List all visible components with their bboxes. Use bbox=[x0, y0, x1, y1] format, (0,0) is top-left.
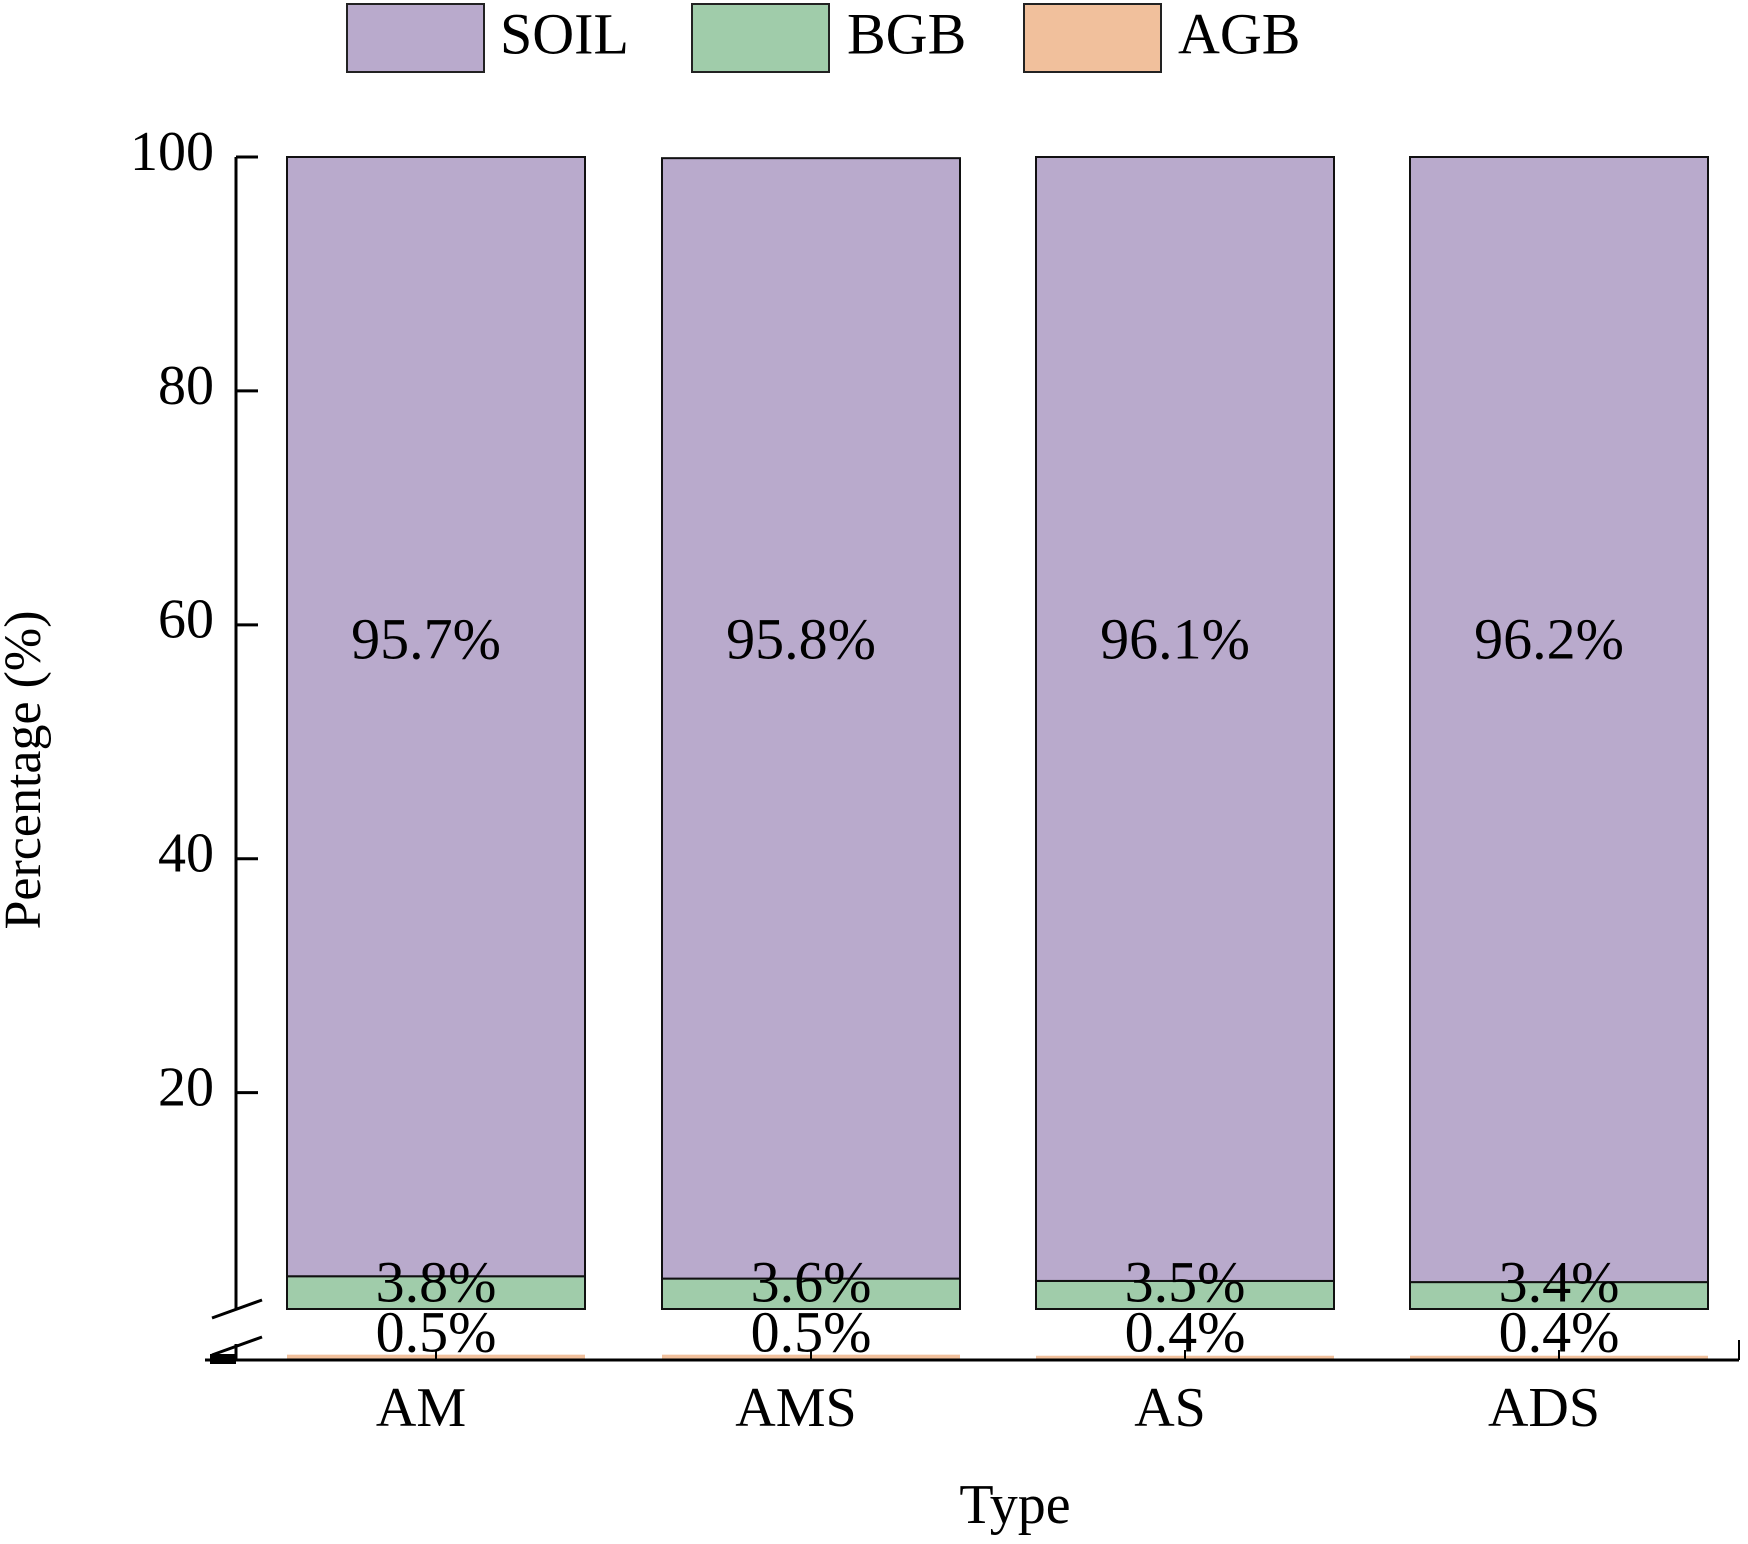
data-label: 3.6% bbox=[751, 1249, 872, 1314]
data-label: 96.1% bbox=[1100, 606, 1250, 671]
legend-label: AGB bbox=[1178, 1, 1300, 66]
legend-label: BGB bbox=[847, 1, 966, 66]
axis-break bbox=[211, 1298, 263, 1320]
x-tick-label: AMS bbox=[735, 1377, 856, 1439]
axis-break-mark bbox=[210, 1354, 236, 1364]
legend-swatch bbox=[1023, 3, 1162, 73]
x-axis-label: Type bbox=[959, 1474, 1070, 1536]
bar-segment bbox=[1035, 156, 1335, 1282]
legend-label: SOIL bbox=[500, 1, 629, 66]
data-label: 96.2% bbox=[1474, 606, 1624, 671]
data-label: 95.8% bbox=[726, 606, 876, 671]
y-tick-label: 100 bbox=[130, 121, 214, 183]
y-tick-label: 60 bbox=[158, 589, 214, 651]
data-label: 3.4% bbox=[1499, 1249, 1620, 1314]
bar-segment bbox=[1409, 156, 1709, 1284]
y-tick-label: 40 bbox=[158, 823, 214, 885]
x-tick-label: AM bbox=[376, 1377, 466, 1439]
data-label: 95.7% bbox=[351, 606, 501, 671]
bar-segment bbox=[661, 157, 961, 1280]
bar-segment bbox=[1409, 1281, 1709, 1310]
y-tick-label: 80 bbox=[158, 355, 214, 417]
x-tick-label: AS bbox=[1134, 1377, 1206, 1439]
y-axis-label: Percentage (%) bbox=[0, 610, 52, 929]
bar-segment bbox=[661, 1277, 961, 1311]
data-label: 3.8% bbox=[376, 1249, 497, 1314]
bar-segment bbox=[286, 1275, 586, 1311]
legend-swatch bbox=[346, 3, 485, 73]
bar-segment bbox=[1035, 1279, 1335, 1310]
axis-break bbox=[211, 1335, 263, 1357]
legend-swatch bbox=[691, 3, 830, 73]
y-tick-label: 20 bbox=[158, 1056, 214, 1118]
x-tick-label: ADS bbox=[1488, 1377, 1600, 1439]
bar-segment bbox=[286, 156, 586, 1278]
data-label: 3.5% bbox=[1125, 1249, 1246, 1314]
